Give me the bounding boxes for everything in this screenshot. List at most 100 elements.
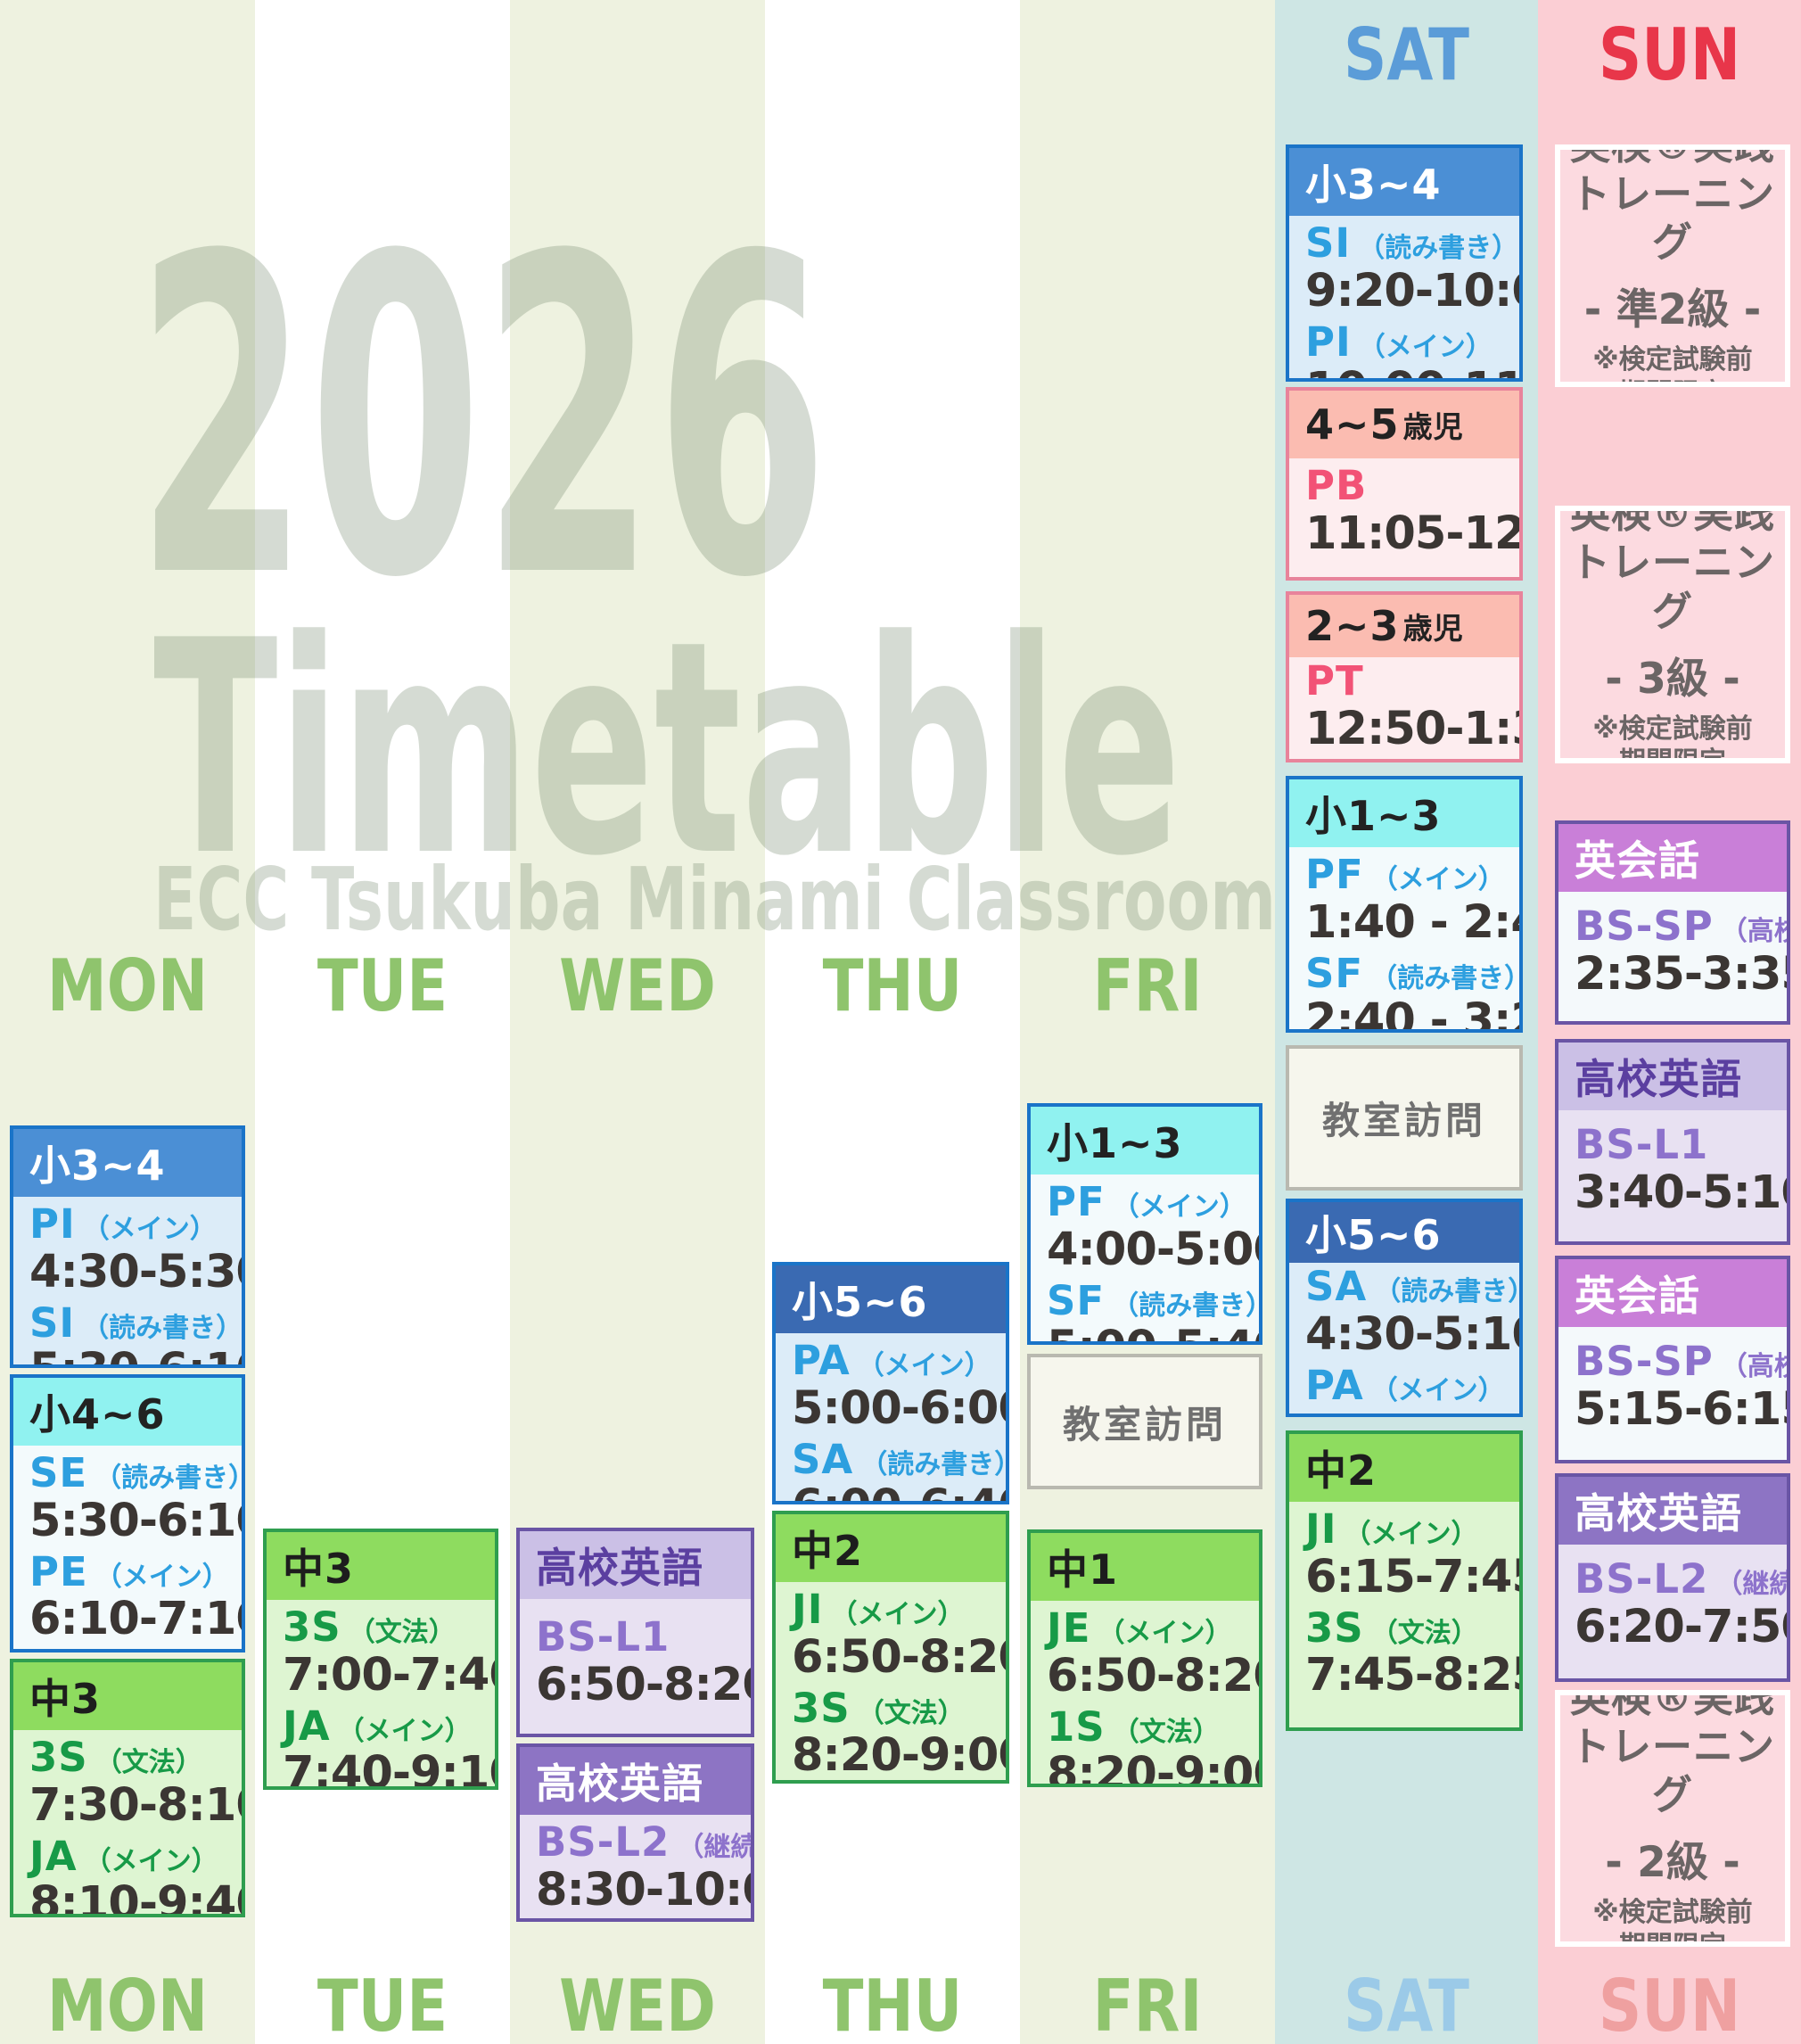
class-time: 8:20-9:00 xyxy=(792,1729,1009,1783)
class-code: PF xyxy=(1305,851,1364,898)
class-time: 7:40-9:10 xyxy=(283,1747,498,1790)
class-time: 7:30-8:10 xyxy=(29,1778,245,1832)
class-code: PF xyxy=(1047,1178,1106,1225)
class-code: 3S xyxy=(792,1684,851,1732)
class-note: （メイン） xyxy=(1344,1519,1478,1550)
card-sat-sho1-3: 小1~3 PF（メイン） 1:40 - 2:40 SF（読み書き） 2:40 -… xyxy=(1286,776,1523,1033)
eiken-note-line1: ※検定試験前 xyxy=(1592,344,1753,376)
card-header: 小5~6 xyxy=(1289,1202,1519,1263)
footer-sat: SAT xyxy=(1343,1965,1470,2044)
watermark-year: 2026 xyxy=(136,164,829,673)
class-note: （読み書き） xyxy=(1370,962,1523,994)
header-wed: WED xyxy=(559,944,716,1027)
class-code: SE xyxy=(29,1449,88,1496)
card-fri-chu1: 中1 JE （メイン） 6:50-8:20 1S （文法） 8:20-9:00 xyxy=(1027,1529,1262,1787)
header-thu: THU xyxy=(822,944,963,1027)
class-row: SI（読み書き） 5:30-6:10 xyxy=(29,1298,242,1364)
class-time: 5:30-6:10 xyxy=(29,1345,242,1364)
card-tue-chu3: 中3 3S （文法） 7:00-7:40 JA （メイン） 7:40-9:10 xyxy=(263,1529,498,1790)
class-time: 6:50-8:20 xyxy=(536,1658,754,1711)
eiken-title-line2: トレーニング xyxy=(1569,169,1775,267)
card-sat-classroom-visit: 教室訪問 xyxy=(1286,1045,1523,1191)
eiken-note-line2: 期間限定 xyxy=(1618,1930,1726,1947)
header-fri: FRI xyxy=(1092,944,1203,1027)
eiken-title-line1: 英検®実践 xyxy=(1569,506,1775,538)
card-header-sub: 歳児 xyxy=(1402,611,1464,646)
class-row: 3S （文法） 7:00-7:40 xyxy=(283,1603,498,1702)
eiken-grade: - 準2級 - xyxy=(1583,285,1762,335)
class-row: SI（読み書き） 9:20-10:00 xyxy=(1305,221,1519,317)
class-note: （読み書き） xyxy=(860,1448,1009,1480)
footer-thu: THU xyxy=(822,1965,963,2044)
footer-tue: TUE xyxy=(317,1965,448,2044)
class-note: （メイン） xyxy=(1098,1618,1232,1649)
eiken-title-line1: 英検®実践 xyxy=(1569,1690,1775,1721)
class-time: 5:10-6:10 xyxy=(1305,1407,1519,1413)
class-code: PT xyxy=(1305,657,1364,705)
card-sat-age2-3: 2~3歳児 PT 12:50-1:30 xyxy=(1286,591,1523,762)
class-time: 12:50-1:30 xyxy=(1305,702,1519,755)
class-time: 4:30-5:10 xyxy=(1305,1307,1523,1361)
class-code: BS-L1 xyxy=(1575,1121,1709,1168)
class-code: JI xyxy=(792,1586,824,1633)
card-header: 英会話 xyxy=(1558,824,1787,892)
class-row: SF（読み書き） 2:40 - 3:20 xyxy=(1305,951,1519,1033)
header-tue: TUE xyxy=(317,944,448,1027)
class-note: （メイン） xyxy=(1370,1374,1505,1406)
card-header: 2~3 歳児 xyxy=(1289,595,1519,657)
eiken-note: ※検定試験前期間限定 xyxy=(1592,1896,1752,1947)
class-row: SF（読み書き） 5:00-5:40 xyxy=(1047,1278,1259,1341)
class-time: 7:00-7:40 xyxy=(283,1648,498,1702)
class-row: PI （メイン） 4:30-5:30 xyxy=(29,1200,245,1298)
class-time: 11:05-12:05 xyxy=(1305,507,1523,560)
card-sun-koko-eigo-1: 高校英語 BS-L1 3:40-5:10 xyxy=(1555,1039,1790,1245)
card-header: 中2 xyxy=(1289,1434,1519,1502)
class-time: 6:50-8:20 xyxy=(792,1630,1009,1684)
class-row: JA （メイン） 7:40-9:10 xyxy=(283,1702,498,1790)
class-code: 3S xyxy=(283,1603,341,1651)
class-time: 4:30-5:30 xyxy=(29,1245,245,1298)
card-sat-chu2: 中2 JI （メイン） 6:15-7:45 3S （文法） 7:45-8:25 xyxy=(1286,1430,1523,1731)
class-note: （高校～） xyxy=(1720,1351,1787,1382)
footer-wed: WED xyxy=(559,1965,716,2044)
header-mon: MON xyxy=(46,944,209,1027)
class-note: （メイン） xyxy=(1112,1191,1246,1223)
class-row: 3S （文法） 7:30-8:10 xyxy=(29,1735,245,1832)
class-code: SI xyxy=(29,1298,76,1347)
class-code: JA xyxy=(283,1702,331,1750)
class-code: PB xyxy=(1305,462,1368,509)
class-time: 5:15-6:15 xyxy=(1575,1382,1790,1436)
class-code: JA xyxy=(29,1832,78,1880)
class-code: BS-SP xyxy=(1575,902,1714,950)
class-code: PI xyxy=(29,1200,76,1248)
card-sat-age4-5: 4~5歳児 PB 11:05-12:05 xyxy=(1286,387,1523,581)
class-code: BS-L2 xyxy=(1575,1555,1709,1603)
card-header: 小3~4 xyxy=(13,1129,242,1197)
footer-fri: FRI xyxy=(1092,1965,1203,2044)
class-row: PA（メイン） 5:10-6:10 xyxy=(1305,1363,1519,1413)
eiken-title-line1: 英検®実践 xyxy=(1569,144,1775,169)
class-time: 4:00-5:00 xyxy=(1047,1223,1262,1276)
card-sat-sho5-6: 小5~6 SA（読み書き） 4:30-5:10 PA（メイン） 5:10-6:1… xyxy=(1286,1199,1523,1417)
class-code: JE xyxy=(1047,1604,1091,1652)
class-time: 5:30-6:10 xyxy=(29,1494,245,1547)
class-row: PE （メイン） 6:10-7:10 xyxy=(29,1549,242,1644)
class-time: 6:00-6:40 xyxy=(792,1481,1006,1501)
class-row: SA （読み書き） 4:30-5:10 xyxy=(1305,1265,1523,1361)
card-wed-koko-eigo-2: 高校英語 BS-L2（継続） 8:30-10:00 xyxy=(516,1743,754,1922)
class-row: PA （メイン） 5:00-6:00 xyxy=(792,1339,1006,1434)
class-time: 2:40 - 3:20 xyxy=(1305,994,1519,1033)
card-mon-chu3: 中3 3S （文法） 7:30-8:10 JA （メイン） 8:10-9:40 xyxy=(10,1659,245,1917)
card-fri-sho1-3: 小1~3 PF（メイン） 4:00-5:00 SF（読み書き） 5:00-5:4… xyxy=(1027,1103,1262,1345)
class-note: （継続） xyxy=(1715,1569,1787,1600)
class-time: 1:40 - 2:40 xyxy=(1305,895,1519,949)
class-note: （読み書き） xyxy=(1112,1290,1262,1322)
class-row: JE （メイン） 6:50-8:20 xyxy=(1047,1604,1259,1702)
class-code: 1S xyxy=(1047,1702,1106,1751)
class-note: （文法） xyxy=(857,1697,965,1729)
class-note: （メイン） xyxy=(82,1214,217,1245)
class-note: （メイン） xyxy=(857,1350,991,1381)
class-row: 1S （文法） 8:20-9:00 xyxy=(1047,1702,1259,1784)
card-mon-sho3-4: 小3~4 PI（メイン） 4:30-5:30 SI（読み書き） 5:30-6:1… xyxy=(10,1125,245,1368)
